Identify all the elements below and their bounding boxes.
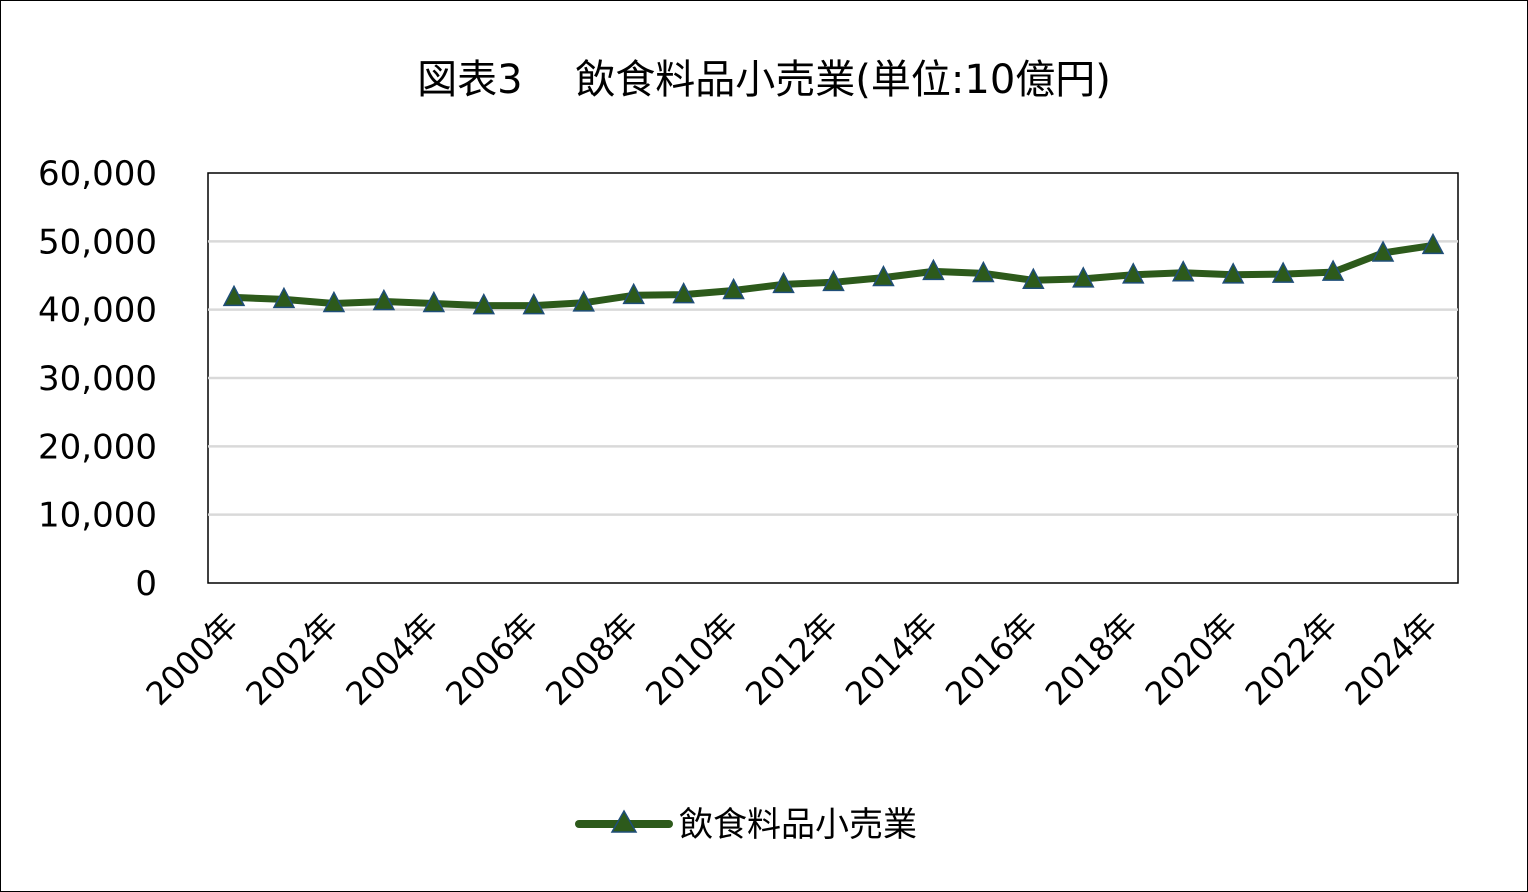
x-tick-label: 2024年 <box>1338 606 1445 713</box>
y-tick-label: 50,000 <box>38 222 157 262</box>
data-point-marker <box>1421 232 1445 255</box>
data-point-marker <box>872 264 895 287</box>
x-tick-label: 2022年 <box>1238 606 1345 713</box>
legend-label: 飲食料品小売業 <box>679 805 917 845</box>
data-point-marker <box>772 271 795 294</box>
data-point-marker <box>1221 262 1245 284</box>
data-point-marker <box>422 290 446 313</box>
x-tick-label: 2018年 <box>1038 606 1145 713</box>
data-point-marker <box>1171 260 1195 282</box>
data-point-marker <box>622 282 645 305</box>
data-point-marker <box>472 292 496 315</box>
series-markers <box>222 232 1445 315</box>
x-tick-label: 2006年 <box>438 606 545 713</box>
data-point-marker <box>1072 266 1095 288</box>
data-point-marker <box>722 277 745 300</box>
data-point-marker <box>572 290 595 312</box>
x-tick-label: 2008年 <box>538 606 645 713</box>
y-tick-label: 10,000 <box>38 496 157 536</box>
x-tick-label: 2000年 <box>139 606 246 713</box>
data-point-marker <box>672 282 695 304</box>
x-tick-label: 2020年 <box>1138 606 1245 713</box>
y-tick-label: 20,000 <box>38 427 157 467</box>
data-point-marker <box>322 290 346 313</box>
x-tick-label: 2002年 <box>238 606 345 713</box>
data-point-marker <box>922 258 945 281</box>
x-tick-label: 2016年 <box>938 606 1045 713</box>
gridlines <box>208 240 1458 516</box>
data-point-marker <box>522 292 545 315</box>
data-point-marker <box>972 260 995 283</box>
x-tick-label: 2004年 <box>338 606 445 713</box>
x-axis-tick-labels: 2000年2002年2004年2006年2008年2010年2012年2014年… <box>139 606 1445 713</box>
y-tick-label: 0 <box>135 564 157 604</box>
y-axis-tick-labels: 0 10,000 20,000 30,000 40,000 50,000 60,000 <box>38 154 157 604</box>
data-point-marker <box>1321 259 1345 281</box>
data-point-marker <box>222 284 246 307</box>
data-point-marker <box>822 269 845 292</box>
legend: 飲食料品小売業 <box>575 805 917 845</box>
data-point-marker <box>1271 261 1295 283</box>
x-tick-label: 2012年 <box>738 606 845 713</box>
y-tick-label: 40,000 <box>38 291 157 331</box>
chart-title: 図表3 飲食料品小売業(単位:10億円) <box>417 57 1111 103</box>
y-tick-label: 30,000 <box>38 359 157 399</box>
data-point-marker <box>272 286 296 309</box>
legend-marker-swatch <box>610 809 638 833</box>
x-tick-label: 2010年 <box>638 606 745 713</box>
data-point-marker <box>372 288 396 311</box>
data-point-marker <box>1022 267 1045 290</box>
y-tick-label: 60,000 <box>38 154 157 194</box>
data-point-marker <box>1371 240 1395 262</box>
data-point-marker <box>1122 262 1145 284</box>
x-tick-label: 2014年 <box>838 606 945 713</box>
